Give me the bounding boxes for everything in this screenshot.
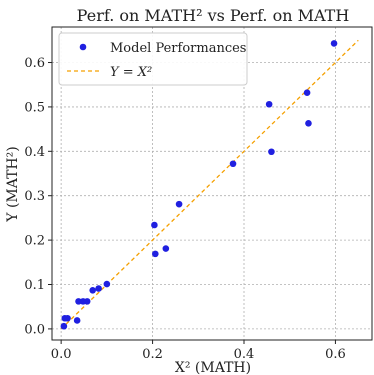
reference-line-y-equals-x-squared: [60, 39, 359, 330]
data-point: [162, 245, 170, 252]
data-point: [89, 286, 96, 294]
data-point: [305, 120, 312, 127]
x-tick-label: 0.2: [142, 347, 163, 362]
data-point: [175, 200, 183, 208]
x-tick-label: 0.6: [325, 347, 346, 362]
legend: Model Performances Y = X²: [58, 32, 248, 86]
y-tick-label: 0.4: [24, 145, 45, 160]
data-point: [330, 40, 338, 47]
legend-label-y-equals-x-squared: Y = X²: [110, 65, 152, 80]
data-point: [151, 221, 158, 229]
y-tick-label: 0.3: [24, 189, 45, 204]
data-point: [60, 322, 68, 330]
chart-title: Perf. on MATH² vs Perf. on MATH: [77, 6, 350, 25]
legend-label-model-performances: Model Performances: [110, 41, 246, 56]
data-point: [103, 280, 111, 288]
data-point: [265, 100, 273, 108]
plot-frame: [51, 26, 373, 341]
y-tick-label: 0.6: [24, 56, 45, 71]
data-points: [60, 40, 338, 330]
data-point: [75, 298, 82, 305]
axis-ticks: 0.0 0.2 0.4 0.6 0.0 0.1 0.2 0.3 0.4 0.5 0.6: [24, 56, 345, 362]
x-tick-label: 0.0: [51, 347, 72, 362]
legend-box: [58, 32, 248, 86]
data-point: [64, 314, 71, 322]
y-axis-label: Y (MATH²): [5, 146, 21, 222]
legend-scatter-marker: [79, 43, 87, 51]
data-point: [83, 298, 91, 305]
data-point: [152, 250, 159, 258]
y-tick-label: 0.2: [24, 234, 45, 249]
x-axis-label: X² (MATH): [175, 360, 251, 375]
x-tick-label: 0.4: [234, 347, 255, 362]
data-point: [229, 160, 237, 168]
data-point: [303, 89, 311, 97]
y-tick-label: 0.0: [24, 322, 45, 337]
data-point: [268, 148, 275, 156]
y-tick-label: 0.5: [24, 100, 45, 115]
y-tick-label: 0.1: [24, 278, 45, 293]
data-point: [95, 285, 102, 292]
data-point: [73, 317, 81, 324]
reference-line: [60, 39, 359, 330]
